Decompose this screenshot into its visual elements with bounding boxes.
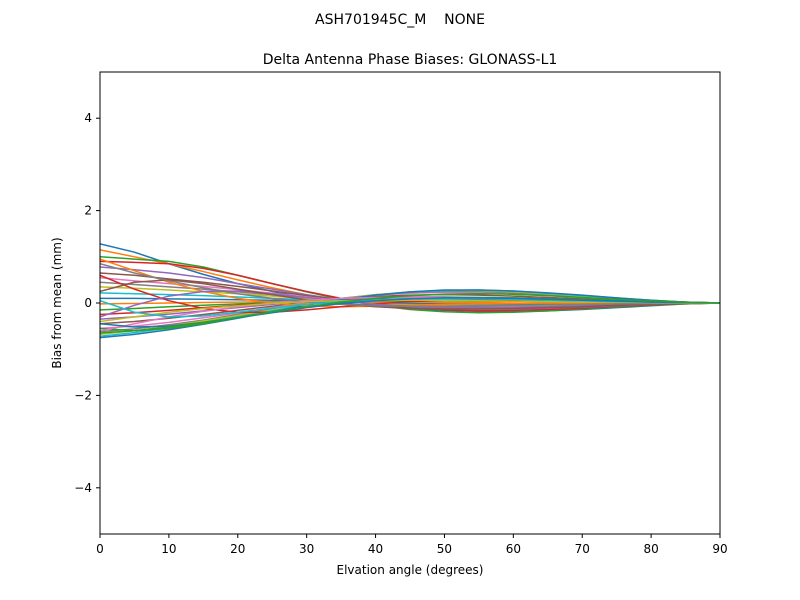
series-line-3: [100, 256, 720, 314]
series-line-28: [100, 262, 720, 307]
x-axis-label: Elvation angle (degrees): [337, 563, 484, 577]
chart-title: Delta Antenna Phase Biases: GLONASS-L1: [263, 52, 558, 68]
x-tick-label: 10: [161, 542, 176, 556]
series-line-26: [100, 279, 720, 310]
series-layer: [100, 243, 720, 339]
x-tick-label: 0: [96, 542, 104, 556]
x-tick-label: 40: [368, 542, 383, 556]
y-tick-label: 0: [84, 296, 92, 310]
x-tick-label: 20: [230, 542, 245, 556]
x-tick-label: 80: [643, 542, 658, 556]
y-tick-label: 2: [84, 204, 92, 218]
x-tick-label: 90: [712, 542, 727, 556]
y-axis: −4 −2 0 2 4: [74, 111, 100, 495]
chart-suptitle: ASH701945C_M NONE: [315, 12, 485, 28]
x-tick-label: 30: [299, 542, 314, 556]
x-tick-label: 60: [506, 542, 521, 556]
x-tick-label: 50: [437, 542, 452, 556]
y-tick-label: 4: [84, 111, 92, 125]
y-axis-label: Bias from mean (mm): [50, 237, 64, 368]
y-tick-label: −2: [74, 388, 92, 402]
x-tick-label: 70: [575, 542, 590, 556]
series-line-32: [100, 293, 720, 334]
x-axis: 0 10 20 30 40 50 60 70 80 90: [96, 534, 728, 556]
y-tick-label: −4: [74, 481, 92, 495]
